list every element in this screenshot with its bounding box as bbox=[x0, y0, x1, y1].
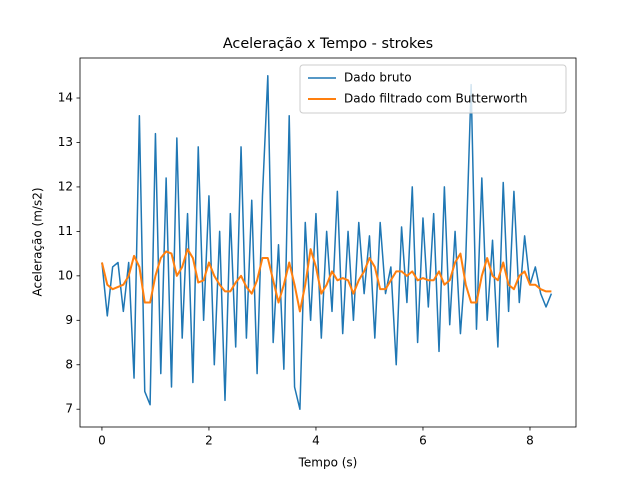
y-tick-label: 11 bbox=[58, 224, 73, 238]
x-tick-label: 2 bbox=[205, 434, 213, 448]
y-tick-label: 9 bbox=[65, 313, 73, 327]
chart-title: Aceleração x Tempo - strokes bbox=[223, 36, 433, 52]
plot-frame bbox=[79, 57, 577, 428]
x-tick-label: 8 bbox=[526, 434, 534, 448]
data-line bbox=[100, 248, 552, 313]
y-tick-label: 13 bbox=[58, 135, 73, 149]
y-tick-label: 14 bbox=[58, 91, 73, 105]
y-tick-label: 12 bbox=[58, 179, 73, 193]
x-tick-label: 4 bbox=[312, 434, 320, 448]
y-tick-label: 7 bbox=[65, 402, 73, 416]
y-tick-label: 10 bbox=[58, 268, 73, 282]
x-axis-label: Tempo (s) bbox=[298, 456, 358, 470]
x-tick-label: 6 bbox=[419, 434, 427, 448]
y-axis-label: Aceleração (m/s2) bbox=[31, 187, 45, 296]
legend-box bbox=[299, 64, 567, 114]
y-tick-label: 8 bbox=[65, 357, 73, 371]
legend-label: Dado filtrado com Butterworth bbox=[344, 92, 527, 106]
data-line bbox=[101, 75, 553, 410]
legend-label: Dado bruto bbox=[344, 71, 412, 85]
x-tick-label: 0 bbox=[98, 434, 106, 448]
